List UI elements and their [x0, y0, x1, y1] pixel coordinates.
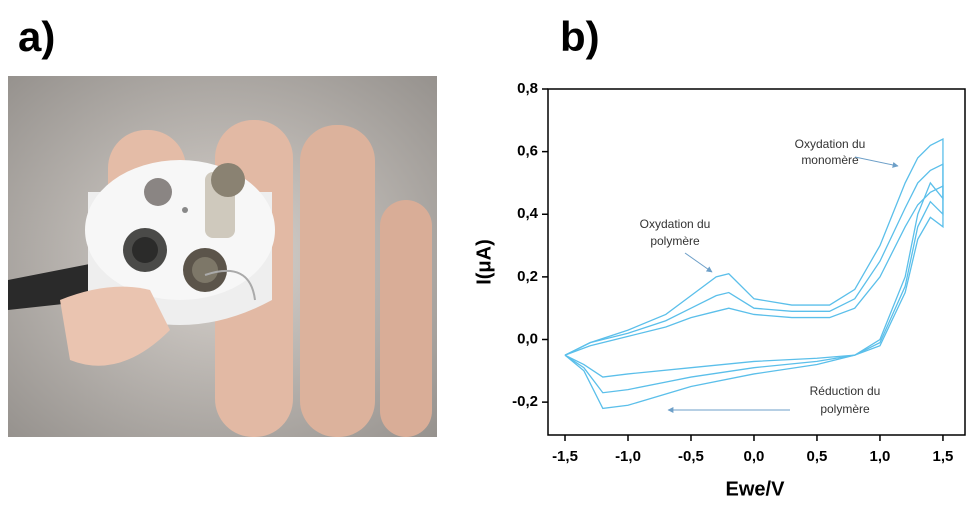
y-tick-label: 0,2	[517, 268, 538, 285]
panel-label: b)	[560, 13, 600, 60]
cv-cycle	[564, 185, 944, 378]
annotation: Oxydation du	[640, 217, 711, 231]
y-tick-label: 0,8	[517, 80, 538, 97]
y-tick-label: 0,4	[517, 205, 539, 222]
x-axis-label: Ewe/V	[726, 478, 786, 500]
arrow	[684, 252, 713, 273]
x-tick-label: 1,5	[933, 448, 954, 465]
annotation: polymère	[650, 234, 700, 248]
arrow	[854, 156, 899, 168]
photo	[8, 76, 437, 437]
x-tick-label: 0,0	[744, 448, 765, 465]
cv-chart: I(μA) Ewe/V Oxydation du monomère Oxydat…	[473, 80, 966, 500]
x-tick-label: 0,5	[807, 448, 828, 465]
y-tick-label: 0,6	[517, 143, 538, 160]
annotation: polymère	[820, 402, 870, 416]
x-tick-label: -1,0	[615, 448, 641, 465]
plot-frame	[547, 88, 966, 436]
cv-cycle	[564, 163, 944, 394]
annotation: Réduction du	[810, 384, 881, 398]
annotation: monomère	[801, 153, 859, 167]
panel-label: a)	[18, 13, 55, 60]
x-tick-label: 1,0	[870, 448, 891, 465]
annotation: Oxydation du	[795, 137, 866, 151]
cv-cycle	[564, 138, 944, 410]
y-tick-label: 0,0	[517, 330, 538, 347]
y-axis-label: I(μA)	[473, 239, 495, 285]
x-tick-label: -1,5	[552, 448, 578, 465]
x-tick-label: -0,5	[678, 448, 704, 465]
y-tick-label: -0,2	[512, 393, 538, 410]
